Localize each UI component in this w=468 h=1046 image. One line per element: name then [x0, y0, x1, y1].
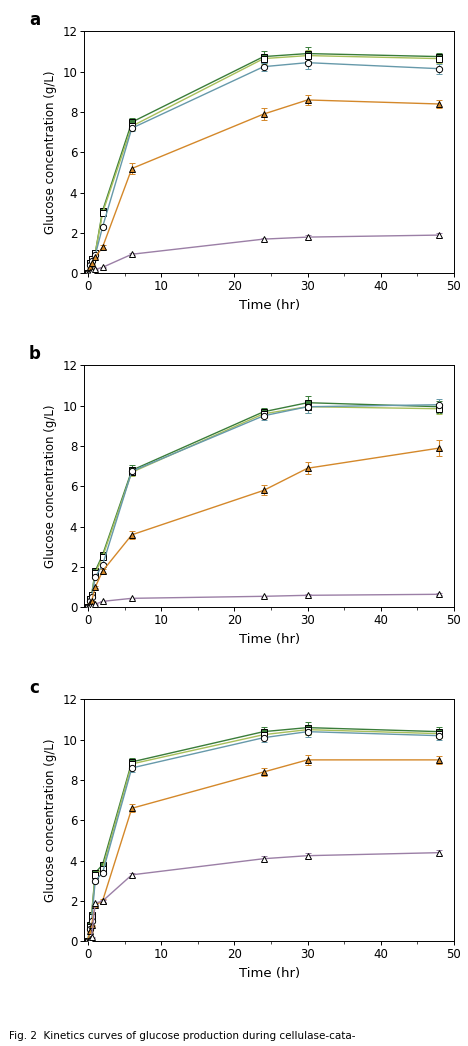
- Text: b: b: [29, 345, 41, 363]
- Text: c: c: [29, 679, 39, 697]
- Y-axis label: Glucose concentration (g/L): Glucose concentration (g/L): [44, 405, 57, 568]
- Y-axis label: Glucose concentration (g/L): Glucose concentration (g/L): [44, 738, 57, 902]
- Y-axis label: Glucose concentration (g/L): Glucose concentration (g/L): [44, 71, 57, 234]
- X-axis label: Time (hr): Time (hr): [239, 633, 300, 645]
- X-axis label: Time (hr): Time (hr): [239, 299, 300, 312]
- X-axis label: Time (hr): Time (hr): [239, 967, 300, 980]
- Text: a: a: [29, 10, 40, 29]
- Text: Fig. 2  Kinetics curves of glucose production during cellulase-cata-: Fig. 2 Kinetics curves of glucose produc…: [9, 1030, 356, 1041]
